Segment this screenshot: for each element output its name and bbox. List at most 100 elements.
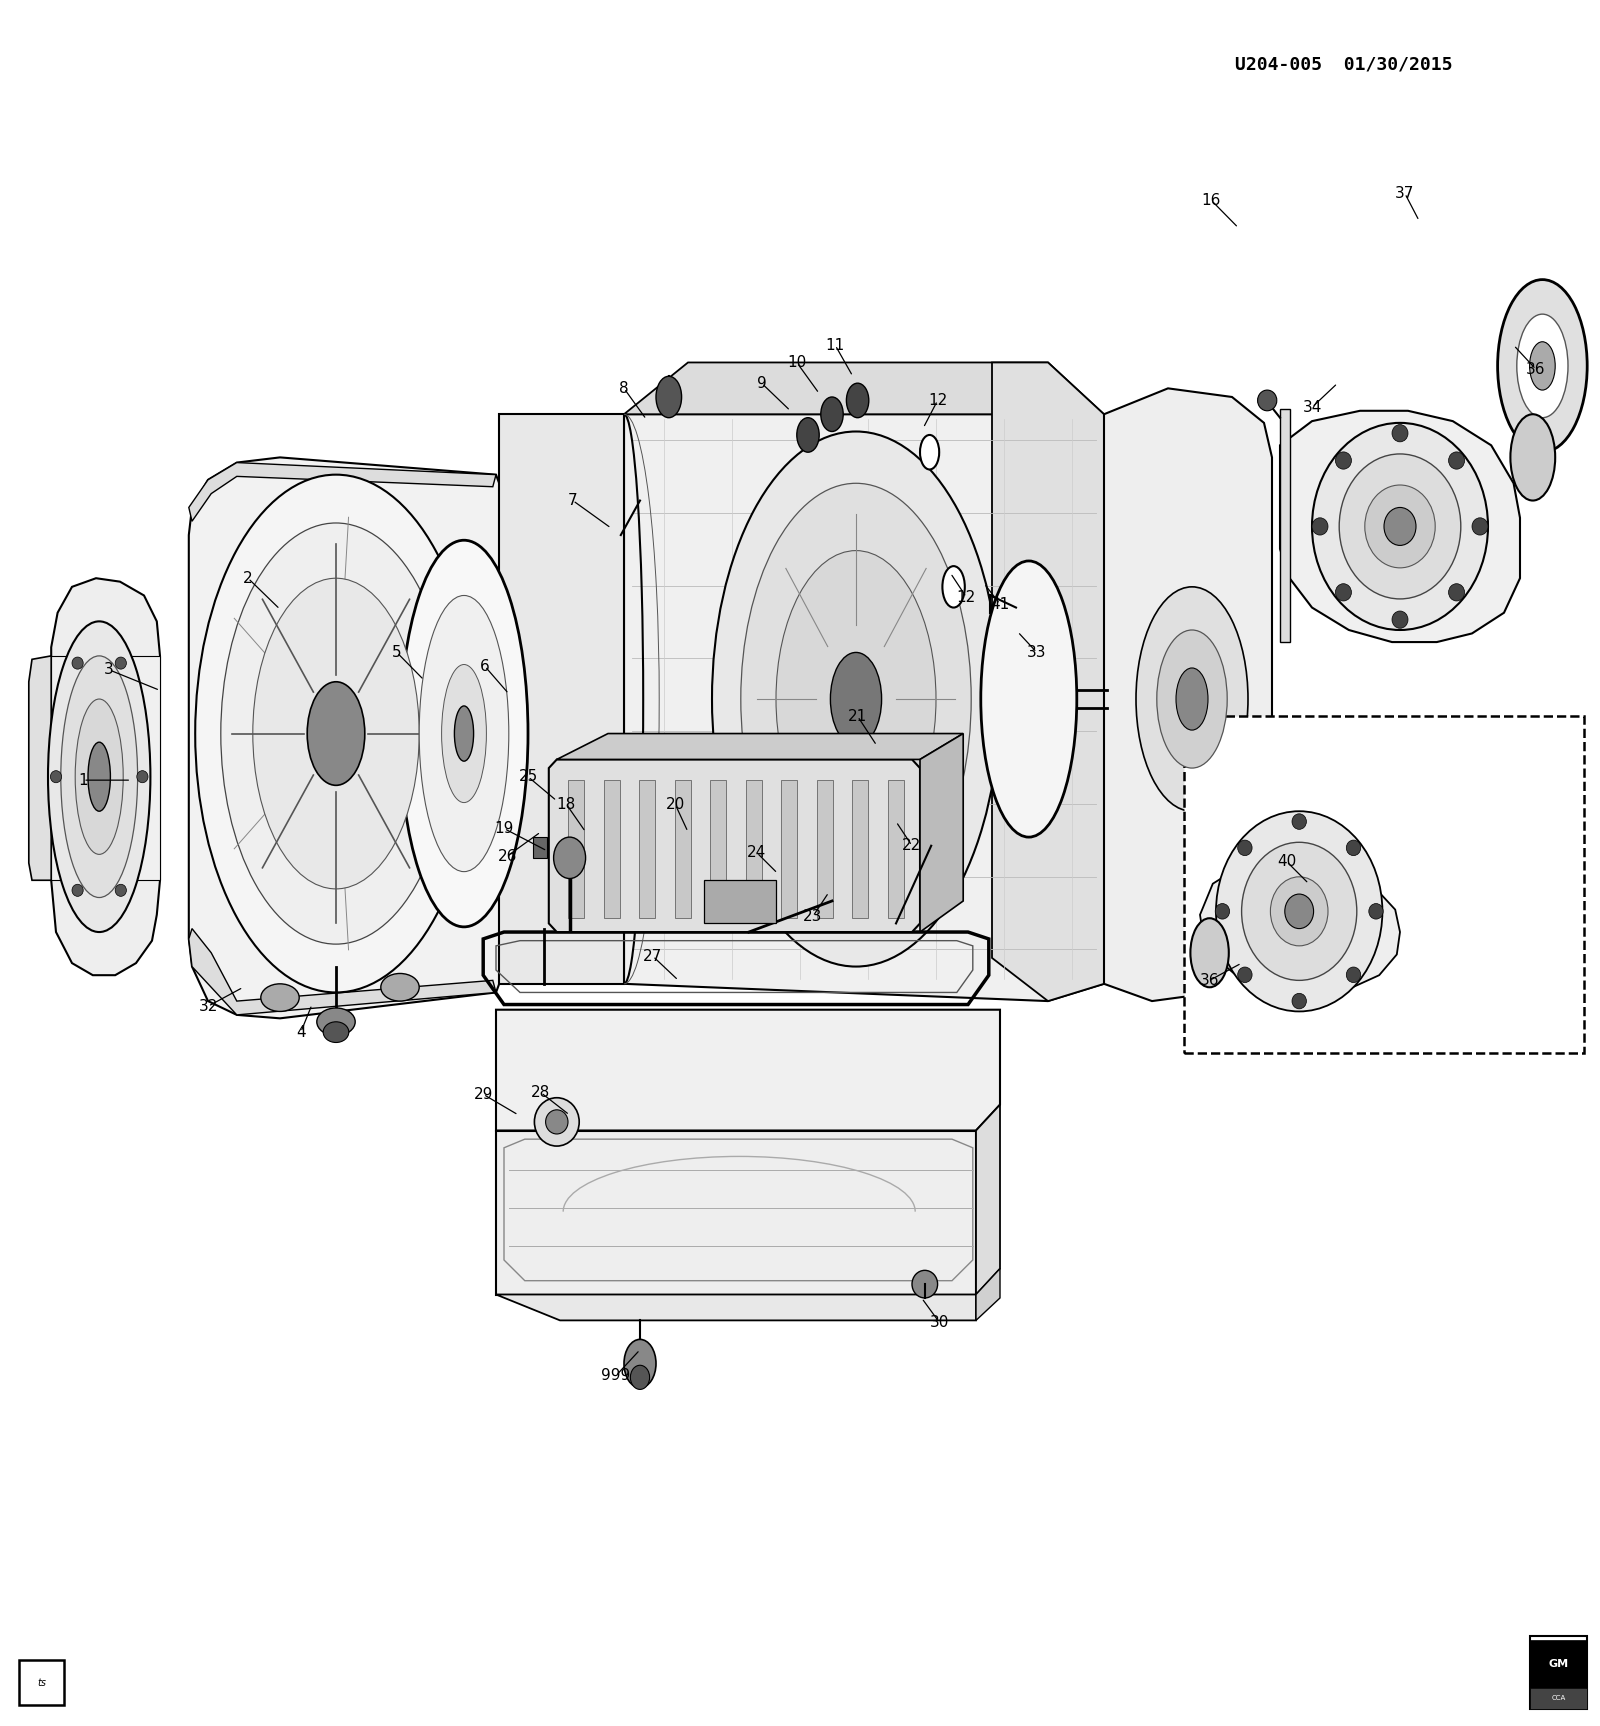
Polygon shape [568,837,582,858]
Text: 37: 37 [1395,186,1414,200]
Text: 22: 22 [902,839,922,853]
Ellipse shape [920,435,939,469]
Polygon shape [624,362,1104,414]
Ellipse shape [442,665,486,803]
Ellipse shape [1392,425,1408,442]
Bar [853,780,869,918]
Bar [746,780,762,918]
Ellipse shape [115,658,126,670]
Text: 28: 28 [531,1086,550,1099]
Ellipse shape [741,483,971,915]
Ellipse shape [797,418,819,452]
Ellipse shape [1517,314,1568,418]
Ellipse shape [1336,452,1352,469]
Ellipse shape [1472,518,1488,535]
Ellipse shape [1242,842,1357,980]
Text: 21: 21 [848,709,867,723]
Bar [1184,716,1584,1053]
Ellipse shape [981,561,1077,837]
Ellipse shape [846,383,869,418]
Text: 19: 19 [494,822,514,835]
Polygon shape [549,759,920,932]
Ellipse shape [1346,967,1360,982]
Text: 6: 6 [480,659,490,673]
Bar [638,780,654,918]
Ellipse shape [1270,877,1328,946]
Text: 18: 18 [557,797,576,811]
Ellipse shape [1339,454,1461,599]
Ellipse shape [1285,894,1314,929]
Ellipse shape [1293,994,1307,1008]
Ellipse shape [61,656,138,898]
Text: 36: 36 [1200,973,1219,987]
Text: 2: 2 [243,571,253,585]
Text: 26: 26 [498,849,517,863]
Polygon shape [557,734,963,759]
Text: 29: 29 [474,1087,493,1101]
Text: GM: GM [1549,1659,1568,1669]
Ellipse shape [419,595,509,872]
Bar [568,780,584,918]
Bar [1530,1640,1587,1688]
Ellipse shape [1498,280,1587,452]
Text: CCA: CCA [1552,1695,1565,1702]
Ellipse shape [1346,841,1360,856]
Polygon shape [976,1105,1000,1294]
Text: 20: 20 [666,797,685,811]
Ellipse shape [115,884,126,896]
Ellipse shape [1238,841,1253,856]
Bar [818,780,834,918]
Text: 33: 33 [1027,646,1046,659]
Polygon shape [920,734,963,932]
Ellipse shape [1448,583,1464,601]
Ellipse shape [138,770,147,784]
Text: 11: 11 [826,338,845,352]
Ellipse shape [72,658,83,670]
Text: 12: 12 [928,394,947,407]
Ellipse shape [624,1339,656,1388]
Ellipse shape [1312,423,1488,630]
Polygon shape [1200,863,1400,994]
Polygon shape [496,1010,1000,1131]
Ellipse shape [253,578,419,889]
Polygon shape [624,414,1104,1001]
Text: 34: 34 [1302,400,1322,414]
Ellipse shape [830,652,882,746]
Ellipse shape [307,682,365,785]
Text: 32: 32 [198,999,218,1013]
Text: 1: 1 [78,773,88,787]
Polygon shape [1104,388,1272,1001]
Ellipse shape [1216,811,1382,1011]
Bar [19,1660,64,1705]
Ellipse shape [1365,485,1435,568]
Ellipse shape [317,1008,355,1036]
Ellipse shape [51,770,62,784]
Bar [704,880,776,923]
Polygon shape [496,1294,976,1320]
Ellipse shape [534,1098,579,1146]
Ellipse shape [1238,967,1253,982]
Bar [1280,409,1290,642]
Ellipse shape [1448,452,1464,469]
Bar [710,780,726,918]
Ellipse shape [454,706,474,761]
Text: 12: 12 [957,590,976,604]
Ellipse shape [1384,507,1416,545]
Polygon shape [550,837,565,858]
Ellipse shape [1392,611,1408,628]
Polygon shape [533,837,547,858]
Polygon shape [1280,411,1520,642]
Text: 36: 36 [1526,362,1546,376]
Text: 10: 10 [787,356,806,369]
Ellipse shape [1336,583,1352,601]
Text: 41: 41 [990,597,1010,611]
Text: 3: 3 [104,663,114,677]
Ellipse shape [912,1270,938,1298]
Text: 24: 24 [747,846,766,860]
Text: 23: 23 [803,910,822,923]
Ellipse shape [72,884,83,896]
Bar [781,780,797,918]
Text: ts: ts [37,1678,46,1688]
Polygon shape [992,362,1104,1001]
Ellipse shape [821,397,843,432]
